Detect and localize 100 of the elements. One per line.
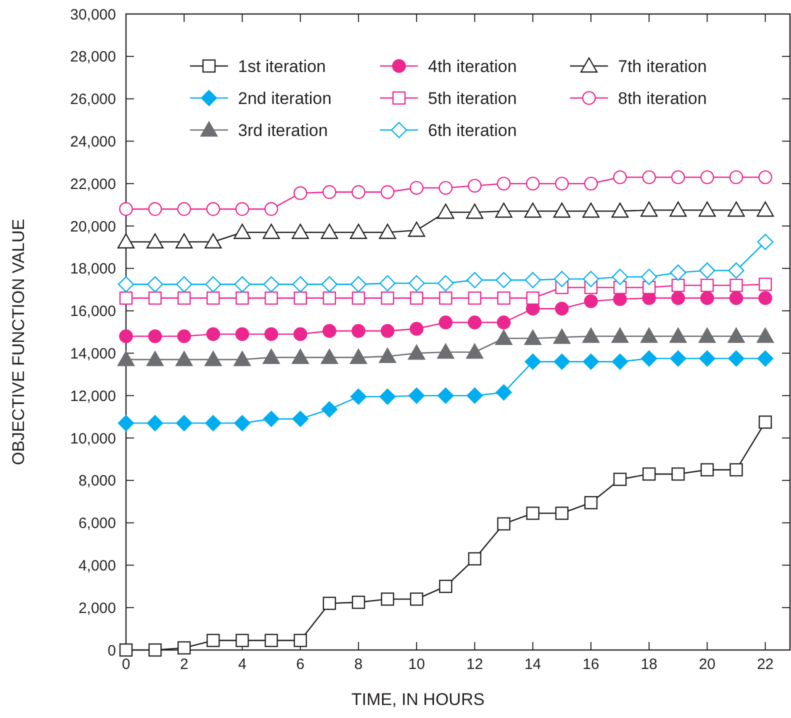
point [178, 291, 191, 305]
point [119, 202, 133, 216]
y-tick-label: 0 [108, 642, 116, 660]
point [408, 388, 425, 404]
point [350, 388, 367, 405]
y-axis-title: OBJECTIVE FUNCTION VALUE [9, 218, 28, 466]
point [350, 348, 368, 364]
point [321, 276, 338, 292]
point [553, 328, 570, 344]
point [613, 292, 627, 306]
x-axis-title: TIME, IN HOURS [351, 690, 485, 709]
point [670, 202, 687, 217]
point [234, 350, 251, 366]
point [350, 224, 368, 239]
point [756, 328, 774, 343]
point [584, 294, 598, 308]
point [554, 176, 569, 190]
point [410, 322, 424, 336]
point [758, 170, 772, 184]
point [204, 350, 222, 366]
point [206, 327, 220, 342]
point [728, 202, 745, 217]
point [380, 185, 394, 199]
point [468, 552, 482, 566]
point [555, 506, 568, 520]
point [611, 328, 629, 343]
y-tick-label: 18,000 [70, 260, 116, 278]
point [642, 170, 656, 184]
point [293, 327, 308, 342]
point [438, 275, 454, 292]
point [119, 291, 133, 305]
point [294, 634, 307, 648]
point [553, 202, 570, 218]
point [146, 415, 164, 432]
y-tick-label: 20,000 [70, 218, 116, 236]
point [378, 348, 396, 363]
point [524, 330, 542, 345]
point [117, 233, 135, 248]
point [177, 202, 192, 216]
point [292, 348, 309, 364]
point [264, 327, 278, 342]
x-tick-label: 12 [466, 656, 484, 673]
point [524, 272, 541, 288]
point [410, 291, 424, 305]
point [640, 328, 658, 343]
x-tick-label: 14 [524, 656, 542, 673]
point [294, 291, 307, 305]
x-tick-label: 16 [582, 656, 600, 673]
y-tick-label: 26,000 [70, 91, 116, 108]
point [613, 170, 627, 184]
point [526, 176, 540, 190]
point [438, 316, 453, 330]
y-tick-label: 8,000 [78, 472, 116, 490]
point [321, 401, 338, 418]
point [554, 270, 570, 288]
point [410, 592, 424, 606]
y-tick-label: 22,000 [70, 176, 116, 193]
point [236, 291, 249, 305]
point [264, 202, 278, 216]
legend-label: 5th iteration [428, 88, 517, 108]
point [699, 350, 716, 367]
legend-label: 6th iteration [428, 120, 517, 140]
legend-label: 8th iteration [618, 88, 707, 108]
point [496, 272, 512, 288]
point [729, 170, 744, 184]
point [322, 324, 336, 338]
point [262, 348, 280, 364]
point [235, 202, 250, 216]
point [496, 176, 511, 190]
point [119, 643, 133, 657]
point [205, 415, 222, 432]
point [408, 344, 426, 360]
point [584, 176, 598, 190]
point [437, 344, 454, 359]
point [234, 276, 250, 292]
legend-label: 4th iteration [428, 56, 517, 76]
x-tick-label: 8 [354, 656, 363, 673]
x-tick-label: 4 [238, 656, 246, 673]
point [379, 275, 396, 292]
point [496, 384, 512, 401]
point [468, 316, 482, 330]
point [379, 388, 396, 405]
legend-label: 1st iteration [238, 56, 326, 76]
point [408, 222, 426, 237]
point [439, 291, 452, 305]
point [322, 291, 336, 305]
point [176, 276, 192, 292]
point [438, 180, 453, 195]
point [497, 291, 510, 305]
point [262, 224, 280, 239]
point [438, 388, 454, 404]
point [378, 224, 396, 239]
y-tick-label: 6,000 [78, 515, 116, 532]
point [119, 329, 133, 344]
point [526, 291, 540, 305]
point [524, 202, 542, 218]
point [352, 291, 366, 305]
point [263, 276, 280, 292]
point [178, 641, 191, 654]
point [466, 388, 483, 404]
